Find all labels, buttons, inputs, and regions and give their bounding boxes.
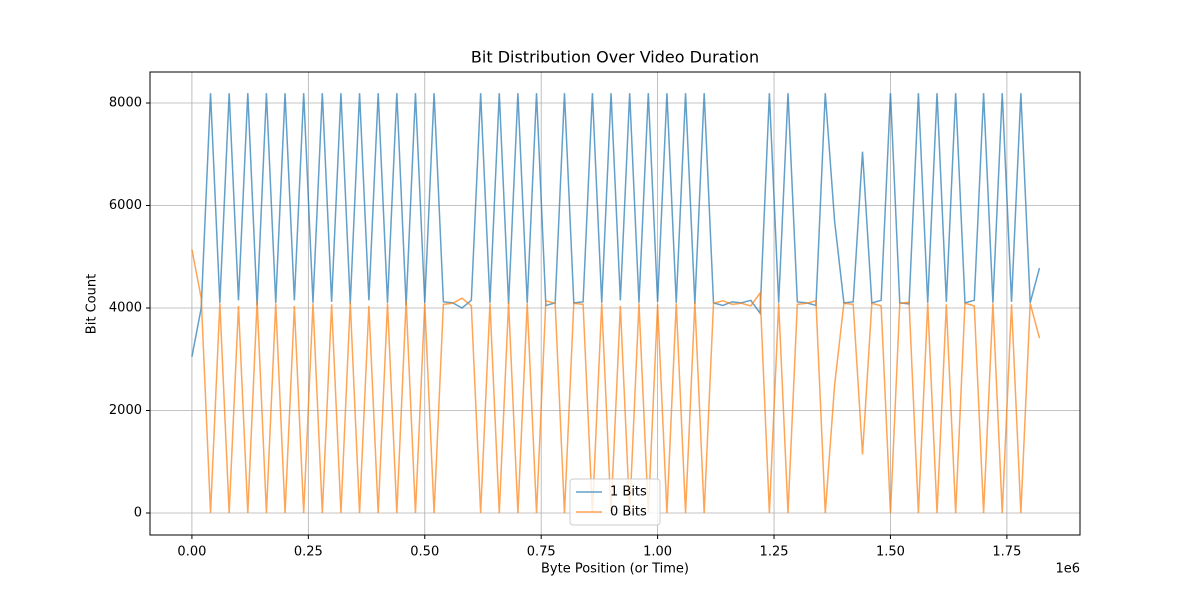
x-tick-label: 1.00 (643, 545, 672, 560)
x-tick-label: 1.50 (876, 545, 905, 560)
plot-frame (149, 71, 1081, 536)
y-tick-label: 8000 (109, 96, 142, 111)
chart-title: Bit Distribution Over Video Duration (471, 48, 759, 67)
y-axis-label: Bit Count (85, 274, 100, 334)
line-series (191, 249, 1041, 514)
x-axis-label: Byte Position (or Time) (541, 562, 689, 577)
x-offset-label: 1e6 (1055, 562, 1080, 577)
line-series (191, 93, 1041, 357)
y-tick-label: 0 (134, 506, 142, 521)
y-tick-label: 4000 (109, 301, 142, 316)
x-tick-label: 0.25 (294, 545, 323, 560)
x-tick-label: 1.25 (760, 545, 789, 560)
x-tick-label: 0.00 (177, 545, 206, 560)
legend-label: 1 Bits (610, 485, 647, 500)
y-tick-label: 6000 (109, 198, 142, 213)
x-tick-label: 0.50 (410, 545, 439, 560)
x-tick-label: 1.75 (992, 545, 1021, 560)
x-tick-label: 0.75 (527, 545, 556, 560)
legend: 1 Bits 0 Bits (569, 478, 661, 526)
y-tick-label: 2000 (109, 403, 142, 418)
legend-label: 0 Bits (610, 505, 647, 520)
legend-box (569, 478, 661, 526)
